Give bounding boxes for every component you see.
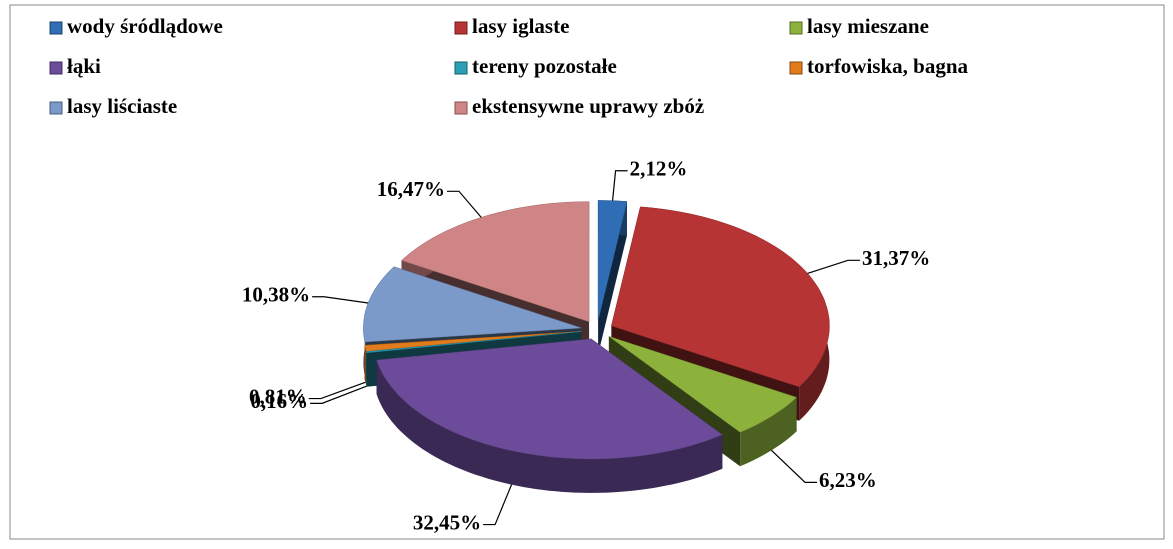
data-label: 6,23% xyxy=(819,468,877,492)
legend-label: lasy liściaste xyxy=(67,94,177,118)
data-label: 32,45% xyxy=(413,510,481,534)
data-label: 2,12% xyxy=(630,157,688,181)
legend-swatch xyxy=(50,62,62,74)
legend-label: tereny pozostałe xyxy=(472,54,617,78)
legend-label: łąki xyxy=(67,54,101,78)
legend-swatch xyxy=(455,22,467,34)
legend-swatch xyxy=(50,102,62,114)
data-label: 31,37% xyxy=(862,246,930,270)
legend-label: lasy iglaste xyxy=(472,14,569,38)
legend-label: wody śródlądowe xyxy=(67,14,223,38)
legend-label: ekstensywne uprawy zbóż xyxy=(472,94,704,118)
legend-label: torfowiska, bagna xyxy=(807,54,969,78)
legend-swatch xyxy=(790,22,802,34)
legend-label: lasy mieszane xyxy=(807,14,929,38)
legend-swatch xyxy=(455,102,467,114)
legend-swatch xyxy=(50,22,62,34)
legend-swatch xyxy=(790,62,802,74)
data-label: 10,38% xyxy=(242,283,310,307)
legend-swatch xyxy=(455,62,467,74)
data-label: 16,47% xyxy=(377,177,445,201)
data-label: 0,81% xyxy=(249,384,307,408)
